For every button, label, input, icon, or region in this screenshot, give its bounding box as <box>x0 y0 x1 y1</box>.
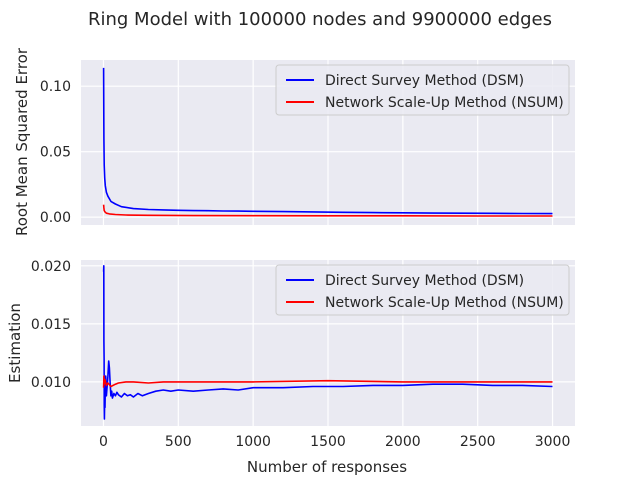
x-tick-label: 0 <box>99 434 108 450</box>
legend-label-dsm: Direct Survey Method (DSM) <box>325 273 524 289</box>
x-tick-label: 2000 <box>385 434 421 450</box>
y-axis-label: Root Mean Squared Error <box>13 47 31 236</box>
series-line-nsum <box>102 204 553 217</box>
legend-label-nsum: Network Scale-Up Method (NSUM) <box>325 95 564 111</box>
x-tick-label: 2500 <box>460 434 496 450</box>
y-axis-label: Estimation <box>6 303 24 383</box>
x-axis-label: Number of responses <box>247 458 407 476</box>
y-tick-label: 0.010 <box>31 375 71 391</box>
y-tick-label: 0.020 <box>31 259 71 275</box>
y-tick-label: 0.015 <box>31 317 71 333</box>
legend-box <box>275 64 570 116</box>
legend: Direct Survey Method (DSM) Network Scale-… <box>275 264 570 316</box>
figure-title: Ring Model with 100000 nodes and 9900000… <box>88 9 552 30</box>
legend-label-nsum: Network Scale-Up Method (NSUM) <box>325 295 564 311</box>
x-tick-label: 3000 <box>535 434 571 450</box>
estimation-subplot: 0 500 1000 1500 2000 2500 3000 0.010 0.015 0.020 E… <box>6 259 575 450</box>
rmse-subplot: 0.00 0.05 0.10 Root Mean Squared Error Direc… <box>13 47 575 236</box>
legend-label-dsm: Direct Survey Method (DSM) <box>325 73 524 89</box>
y-tick-label: 0.10 <box>40 79 71 95</box>
series-line-dsm <box>102 67 553 215</box>
series-line-nsum <box>102 375 553 388</box>
legend-box <box>275 264 570 316</box>
series-line-dsm <box>102 264 553 420</box>
x-tick-label: 1500 <box>310 434 346 450</box>
y-tick-label: 0.05 <box>40 145 71 161</box>
y-tick-label: 0.00 <box>40 210 71 226</box>
x-tick-label: 1000 <box>235 434 271 450</box>
x-tick-label: 500 <box>165 434 192 450</box>
legend: Direct Survey Method (DSM) Network Scale-… <box>275 64 570 116</box>
